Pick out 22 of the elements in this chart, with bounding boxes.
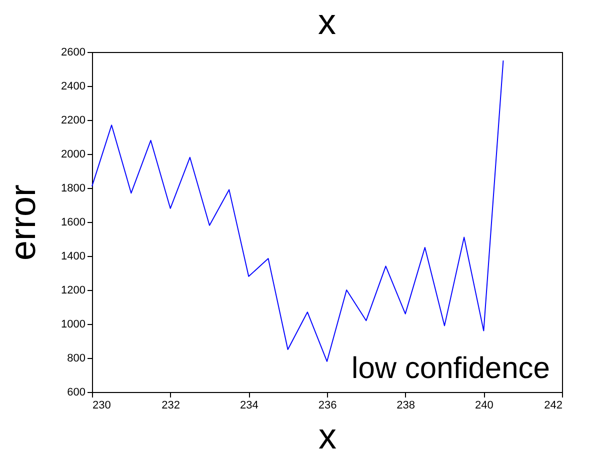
y-tick-label: 1200 (61, 284, 86, 296)
y-tick-label: 800 (67, 352, 86, 364)
x-tick-label: 236 (318, 400, 337, 412)
y-tick-label: 2600 (61, 46, 86, 58)
y-tick-label: 2000 (61, 148, 86, 160)
chart-title: x (318, 1, 336, 42)
y-tick-label: 1800 (61, 182, 86, 194)
x-tick-label: 232 (162, 400, 180, 412)
x-tick-label: 242 (544, 400, 562, 412)
x-axis-title: x (318, 416, 336, 456)
x-tick-label: 238 (396, 400, 416, 412)
y-tick-label: 2400 (61, 80, 86, 92)
y-tick-label: 1400 (61, 250, 86, 262)
x-tick-label: 240 (474, 400, 494, 412)
x-tick-label: 230 (92, 400, 111, 412)
y-tick-label: 2200 (61, 114, 86, 126)
y-tick-label: 1000 (61, 318, 86, 330)
y-tick-label: 600 (67, 386, 86, 398)
annotation: low confidence (352, 352, 550, 385)
x-tick-label: 234 (240, 400, 258, 412)
y-tick-label: 1600 (61, 216, 86, 228)
y-axis-title: error (2, 184, 44, 261)
